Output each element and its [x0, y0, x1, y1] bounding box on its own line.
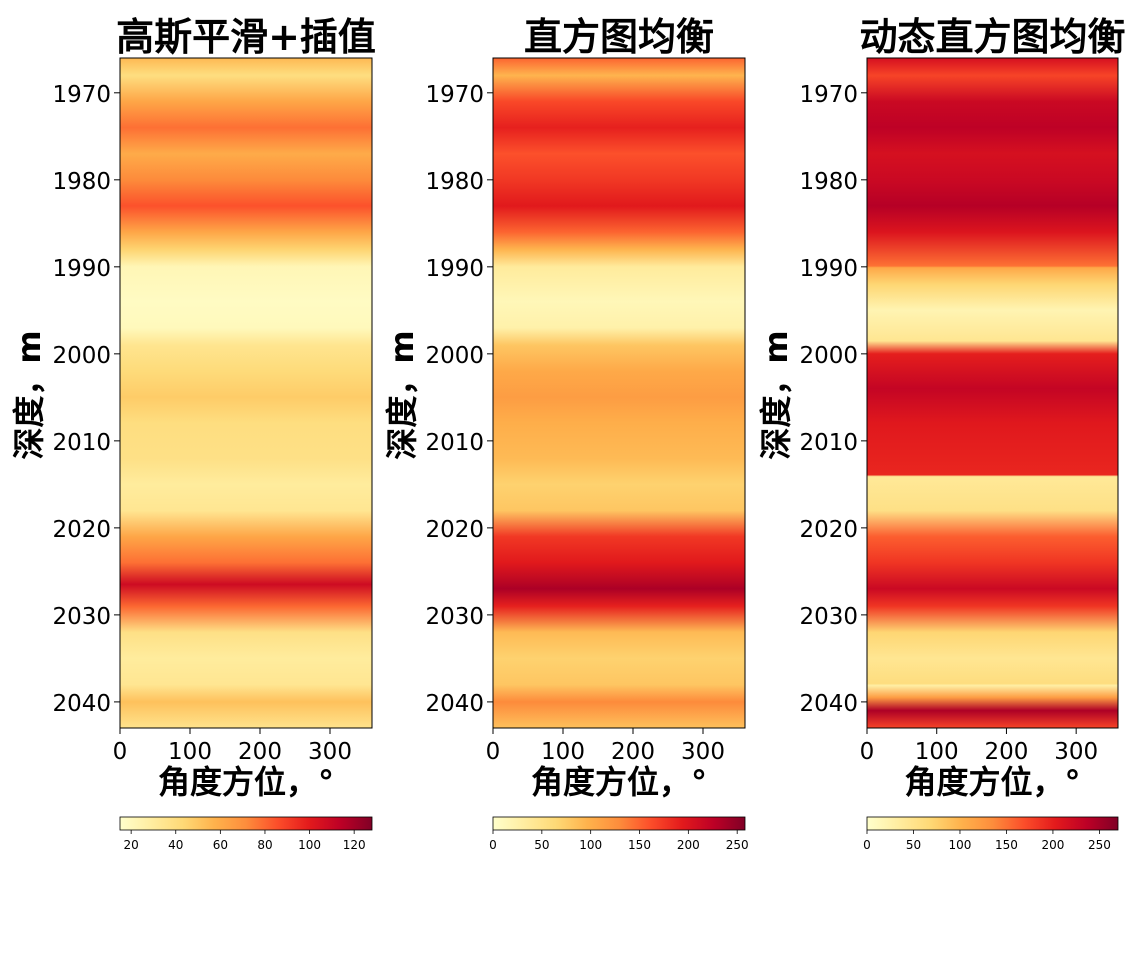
y-tick-label: 2000 — [425, 343, 484, 369]
y-tick-label: 2040 — [52, 691, 111, 717]
x-tick-label: 100 — [915, 739, 959, 765]
x-tick-label: 300 — [681, 739, 725, 765]
x-tick-label: 0 — [113, 739, 128, 765]
y-tick-label: 1970 — [799, 82, 858, 108]
colorbar-tick-label: 40 — [168, 838, 183, 852]
colorbar-tick-label: 250 — [726, 838, 749, 852]
colorbar-tick-label: 80 — [257, 838, 272, 852]
y-tick-label: 2000 — [799, 343, 858, 369]
heatmap-3 — [867, 58, 1118, 728]
colorbar-tick-label: 150 — [628, 838, 651, 852]
colorbar-tick-label: 0 — [489, 838, 497, 852]
y-tick-label: 1980 — [425, 169, 484, 195]
colorbar-tick-label: 250 — [1088, 838, 1111, 852]
y-tick-label: 1980 — [52, 169, 111, 195]
colorbar-tick-label: 120 — [343, 838, 366, 852]
x-tick-label: 100 — [168, 739, 212, 765]
y-tick-label: 2010 — [52, 430, 111, 456]
plot-frame-3 — [866, 57, 1119, 729]
colorbar-tick-label: 100 — [949, 838, 972, 852]
colorbar-1 — [119, 816, 373, 831]
y-tick-label: 2030 — [799, 604, 858, 630]
y-axis-label-3: 深度，m — [757, 330, 795, 459]
x-tick-label: 0 — [486, 739, 501, 765]
colorbar-tick-label: 0 — [863, 838, 871, 852]
x-tick-label: 100 — [541, 739, 585, 765]
y-tick-label: 2020 — [799, 517, 858, 543]
y-tick-label: 2010 — [799, 430, 858, 456]
y-tick-label: 2020 — [425, 517, 484, 543]
colorbar-2 — [492, 816, 746, 831]
colorbar-tick-label: 20 — [124, 838, 139, 852]
y-tick-label: 2020 — [52, 517, 111, 543]
y-tick-label: 1970 — [425, 82, 484, 108]
y-tick-label: 2040 — [799, 691, 858, 717]
chart-title-2: 直方图均衡 — [524, 15, 714, 59]
x-axis-label-2: 角度方位，° — [531, 763, 707, 801]
colorbar-tick-label: 150 — [995, 838, 1018, 852]
x-tick-label: 200 — [238, 739, 282, 765]
x-axis-label-1: 角度方位，° — [158, 763, 334, 801]
y-tick-label: 1970 — [52, 82, 111, 108]
colorbar-tick-label: 200 — [677, 838, 700, 852]
x-axis-label-3: 角度方位，° — [904, 763, 1080, 801]
colorbar-tick-label: 50 — [534, 838, 549, 852]
y-tick-label: 1980 — [799, 169, 858, 195]
chart-title-1: 高斯平滑+插值 — [116, 15, 376, 59]
y-tick-label: 2030 — [52, 604, 111, 630]
y-axis-label-1: 深度，m — [10, 330, 48, 459]
x-tick-label: 200 — [611, 739, 655, 765]
y-tick-label: 1990 — [425, 256, 484, 282]
x-tick-label: 300 — [1054, 739, 1098, 765]
y-tick-label: 2010 — [425, 430, 484, 456]
x-tick-label: 200 — [984, 739, 1028, 765]
colorbar-tick-label: 50 — [906, 838, 921, 852]
x-tick-label: 300 — [308, 739, 352, 765]
heatmap-1 — [120, 58, 372, 728]
y-tick-label: 1990 — [799, 256, 858, 282]
plot-frame-1 — [119, 57, 373, 729]
y-axis-label-2: 深度，m — [383, 330, 421, 459]
plot-frame-2 — [492, 57, 746, 729]
chart-title-3: 动态直方图均衡 — [859, 15, 1125, 59]
y-tick-label: 1990 — [52, 256, 111, 282]
colorbar-tick-label: 200 — [1041, 838, 1064, 852]
heatmap-2 — [493, 58, 745, 728]
y-tick-label: 2030 — [425, 604, 484, 630]
x-tick-label: 0 — [860, 739, 875, 765]
colorbar-tick-label: 60 — [213, 838, 228, 852]
y-tick-label: 2040 — [425, 691, 484, 717]
colorbar-3 — [866, 816, 1119, 831]
y-tick-label: 2000 — [52, 343, 111, 369]
colorbar-tick-label: 100 — [579, 838, 602, 852]
colorbar-tick-label: 100 — [298, 838, 321, 852]
